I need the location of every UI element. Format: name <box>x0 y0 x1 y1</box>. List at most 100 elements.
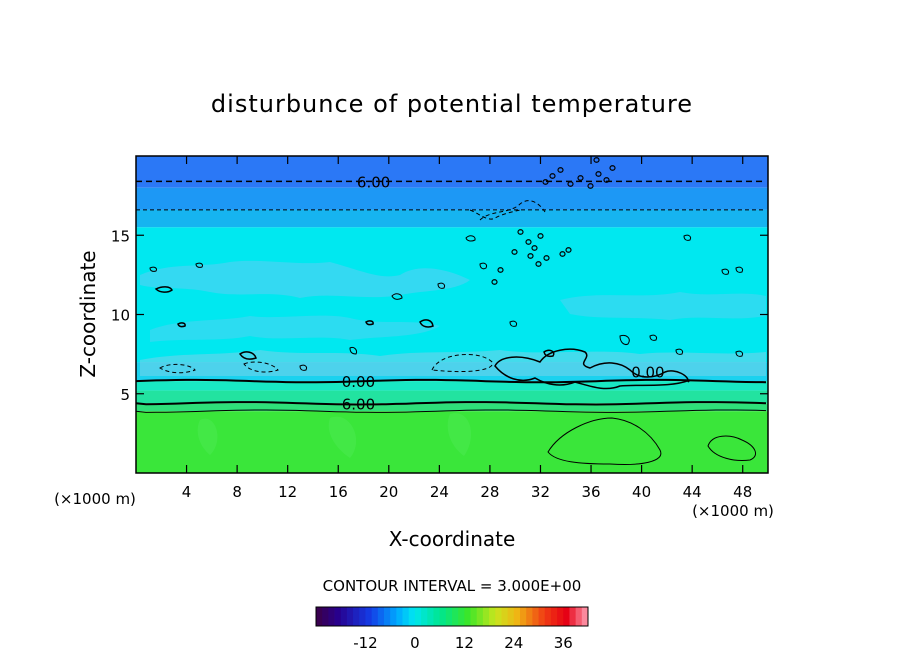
field-patch <box>560 292 766 320</box>
contour-speck <box>595 171 602 177</box>
contour-label: 6.00 <box>357 173 390 191</box>
colorbar-tick-label: 0 <box>410 634 420 652</box>
colorbar-cell <box>322 607 329 626</box>
contour-small-loop <box>365 320 374 326</box>
contour-small-loop <box>735 266 743 273</box>
contour-small-loop <box>735 350 743 357</box>
colorbar-cell <box>353 607 360 626</box>
contour-small-loop <box>465 235 476 242</box>
contour-negative-dash <box>159 363 196 374</box>
field-patch <box>447 413 472 456</box>
field-patch <box>328 416 357 458</box>
colorbar-cell <box>538 607 546 626</box>
contour-small-loop <box>721 268 729 275</box>
contour-label: 0.00 <box>631 364 664 382</box>
contour-small-loop <box>419 319 434 328</box>
colorbar-cell <box>439 607 447 626</box>
colorbar-cell <box>501 607 509 626</box>
contour-line <box>136 409 767 413</box>
colorbar-cell <box>365 607 373 626</box>
colorbar-cell <box>433 607 441 626</box>
field-patches <box>140 260 766 458</box>
contour-speck <box>531 245 538 251</box>
x-tick-label: 20 <box>379 483 398 501</box>
contour-speck <box>535 261 542 267</box>
contour-specks <box>491 157 616 285</box>
colorbar-cell <box>507 607 515 626</box>
colorbar-tick-label: 12 <box>455 634 474 652</box>
contour-small-loop <box>177 322 186 328</box>
colorbar-cell <box>476 607 484 626</box>
contour-zero-loop <box>494 348 691 390</box>
x-tick-label: 32 <box>531 483 550 501</box>
colorbar-cell <box>402 607 410 626</box>
colorbar <box>315 606 589 627</box>
colorbar-cell <box>526 607 533 626</box>
colorbar-cell <box>532 607 539 626</box>
colorbar-cell <box>513 607 521 626</box>
x-tick-label: 48 <box>733 483 752 501</box>
contour-small-loop <box>649 334 657 341</box>
x-tick-label: 24 <box>430 483 449 501</box>
colorbar-cell <box>396 607 403 626</box>
field-patch <box>140 350 766 376</box>
colorbar-cell <box>550 607 558 626</box>
contour-interval-label: CONTOUR INTERVAL = 3.000E+00 <box>323 577 582 595</box>
colorbar-cell <box>495 607 502 626</box>
colorbar-ticks: -12 0 12 24 36 <box>353 634 573 652</box>
contour-small-loop <box>149 266 157 272</box>
x-tick-label: 40 <box>632 483 651 501</box>
contour-speck <box>593 157 600 163</box>
field-band <box>136 187 768 210</box>
colorbar-cell <box>445 607 453 626</box>
contour-speck <box>527 253 534 259</box>
colorbar-cell <box>328 607 335 626</box>
contour-speck <box>549 173 556 179</box>
colorbar-frame <box>315 606 589 627</box>
colorbar-cell <box>390 607 397 626</box>
colorbar-cell <box>575 607 583 626</box>
colorbar-cell <box>569 607 577 626</box>
contour-small-loop <box>437 282 445 289</box>
x-tick-label: 4 <box>182 483 192 501</box>
colorbar-cell <box>470 607 478 626</box>
contour-speck <box>543 255 550 261</box>
y-tick-label: 15 <box>111 227 130 245</box>
contour-speck <box>603 177 610 183</box>
contour-small-loop <box>391 293 403 300</box>
x-unit-right: (×1000 m) <box>692 502 774 520</box>
irregular-contours <box>149 200 757 465</box>
contour-line <box>136 401 767 406</box>
colorbar-cell <box>408 607 416 626</box>
colorbar-cell <box>316 607 323 626</box>
contour-labels: 6.00 0.00 6.00 0.00 <box>342 173 665 413</box>
colorbar-cell <box>377 607 385 626</box>
x-unit-left: (×1000 m) <box>54 490 136 508</box>
colorbar-cell <box>581 607 589 626</box>
y-axis-ticks: 5 10 15 <box>111 227 768 404</box>
colorbar-cell <box>544 607 552 626</box>
colorbar-cell <box>557 607 564 626</box>
contour-small-loop <box>154 286 173 293</box>
contour-warm-loop <box>707 435 757 461</box>
contour-speck <box>577 175 584 181</box>
colorbar-tick-label: 36 <box>554 634 573 652</box>
x-tick-label: 12 <box>278 483 297 501</box>
colorbar-cell <box>489 607 496 626</box>
x-axis-label: X-coordinate <box>389 527 516 551</box>
colorbar-cell <box>359 607 366 626</box>
contour-small-loop <box>349 347 357 355</box>
x-tick-label: 36 <box>581 483 600 501</box>
contour-warm-loop <box>547 417 662 465</box>
contour-small-loop <box>479 262 487 270</box>
contour-negative-dash <box>243 361 279 373</box>
colorbar-cell <box>452 607 459 626</box>
y-tick-label: 10 <box>111 307 130 325</box>
contour-label: 0.00 <box>342 373 375 391</box>
colorbar-cell <box>427 607 434 626</box>
contour-speck <box>542 179 549 185</box>
colorbar-cell <box>414 607 422 626</box>
contour-speck <box>497 267 504 273</box>
contour-negative-dash <box>479 200 546 221</box>
colorbar-tick-label: 24 <box>504 634 523 652</box>
